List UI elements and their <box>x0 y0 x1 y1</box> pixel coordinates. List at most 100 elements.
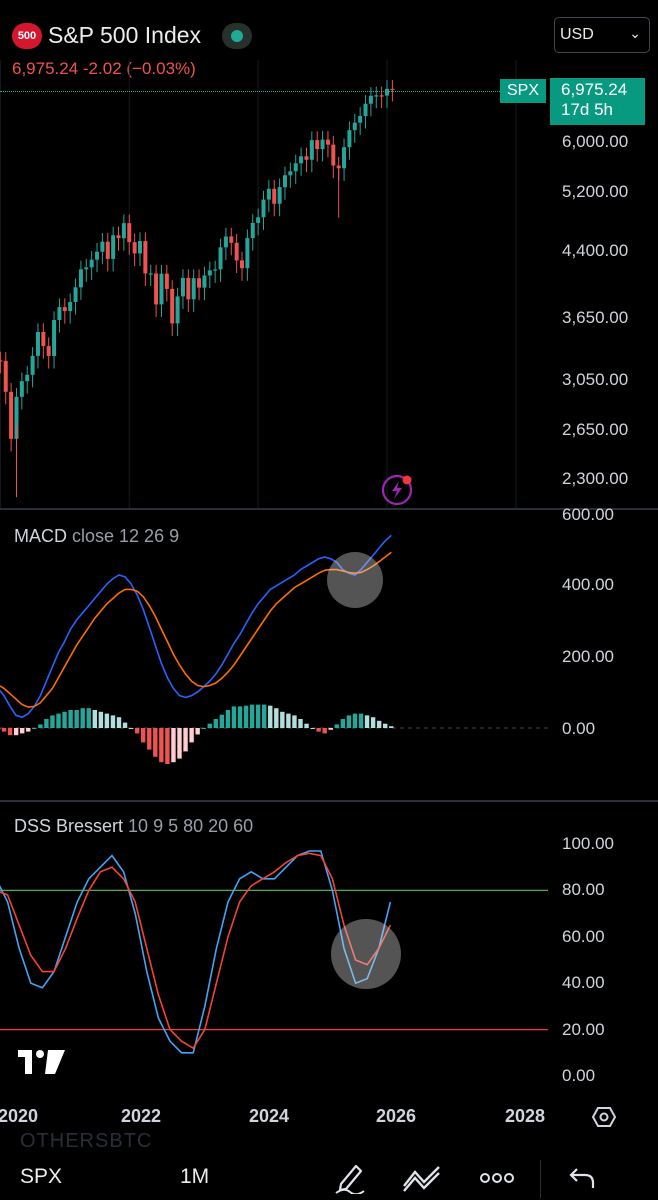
macd-histogram-bar <box>383 723 388 728</box>
candle-body <box>175 296 180 324</box>
macd-histogram-bar <box>225 710 231 728</box>
candle-body <box>293 163 298 172</box>
dss-chart[interactable] <box>0 802 550 1100</box>
macd-histogram-bar <box>231 706 237 728</box>
candle-body <box>159 273 164 305</box>
time-axis-tick: 2020 <box>0 1106 39 1126</box>
macd-histogram-bar <box>364 715 370 728</box>
macd-histogram-bar <box>128 728 134 729</box>
undo-icon[interactable] <box>568 1166 596 1190</box>
macd-histogram-bar <box>370 717 376 728</box>
macd-histogram-bar <box>304 723 309 728</box>
candle-body <box>121 223 126 239</box>
macd-line <box>0 534 392 719</box>
macd-histogram-bar <box>213 719 218 728</box>
candle-body <box>111 235 116 259</box>
candle-body <box>309 140 314 160</box>
candle-body <box>266 188 271 200</box>
macd-histogram-bar <box>50 715 55 728</box>
candle-body <box>186 277 191 300</box>
macd-histogram-bar <box>7 728 13 736</box>
dss-axis-tick: 40.00 <box>562 973 605 992</box>
candle-body <box>282 175 287 188</box>
macd-chart[interactable] <box>0 510 550 800</box>
candle-body <box>191 278 196 300</box>
candle-body <box>100 241 105 252</box>
interval-button[interactable]: 1M <box>180 1165 210 1188</box>
candle-body <box>240 260 245 269</box>
pane-separator[interactable] <box>0 508 658 510</box>
currency-select[interactable]: USD ⌄ <box>554 17 650 53</box>
drawing-tools-icon[interactable] <box>334 1160 366 1194</box>
macd-histogram-bar <box>159 728 164 763</box>
macd-histogram-bar <box>310 728 315 729</box>
macd-histogram-bar <box>255 704 261 728</box>
macd-histogram-bar <box>346 715 352 728</box>
price-chart[interactable] <box>0 60 550 510</box>
candle-body <box>3 360 8 392</box>
flash-alert-icon[interactable] <box>380 472 414 506</box>
macd-histogram-bar <box>249 704 255 728</box>
macd-histogram-bar <box>195 728 200 735</box>
symbol-title[interactable]: S&P 500 Index <box>48 22 202 48</box>
dss-axis-tick: 100.00 <box>562 834 614 853</box>
candle-body <box>288 171 293 176</box>
candle-body <box>78 269 83 288</box>
watermark-text: OTHERSBTC <box>20 1130 153 1152</box>
macd-signal-line <box>0 551 392 708</box>
macd-histogram-bar <box>74 710 79 728</box>
candle-body <box>41 331 46 347</box>
candle-body <box>132 242 137 254</box>
price-quote: 6,975.24 -2.02 (−0.03%) <box>12 59 196 78</box>
candle-body <box>250 222 255 239</box>
candle-body <box>0 360 3 362</box>
macd-histogram-bar <box>32 728 37 729</box>
macd-histogram-bar <box>56 713 61 728</box>
candle-body <box>25 374 30 382</box>
macd-histogram-bar <box>165 728 170 764</box>
candle-body <box>304 156 309 160</box>
candle-body <box>73 287 78 302</box>
macd-histogram-bar <box>207 723 212 728</box>
time-axis-tick: 2028 <box>505 1106 546 1126</box>
macd-axis-tick: 600.00 <box>562 505 614 524</box>
macd-histogram-bar <box>147 728 152 750</box>
macd-histogram-bar <box>243 705 249 728</box>
candle-body <box>105 241 110 259</box>
market-status-icon[interactable] <box>222 23 252 49</box>
macd-histogram-bar <box>189 728 194 743</box>
macd-histogram-bar <box>262 704 267 728</box>
macd-title: MACD <box>14 526 67 546</box>
candle-body <box>35 331 40 356</box>
macd-histogram-bar <box>44 719 49 728</box>
time-axis-tick: 2022 <box>121 1106 162 1126</box>
macd-histogram-bar <box>1 728 7 732</box>
dss-legend[interactable]: DSS Bressert 10 9 5 80 20 60 <box>14 816 253 837</box>
macd-histogram-bar <box>177 728 182 759</box>
candle-body <box>137 241 142 254</box>
macd-histogram-bar <box>134 728 140 734</box>
macd-histogram-bar <box>274 708 279 728</box>
pane-separator[interactable] <box>0 800 658 802</box>
macd-params: close 12 26 9 <box>72 526 180 546</box>
macd-axis-tick: 200.00 <box>562 647 614 666</box>
chart-settings-icon[interactable] <box>592 1105 616 1129</box>
price-axis-tick: 4,400.00 <box>562 241 629 260</box>
macd-legend[interactable]: MACD close 12 26 9 <box>14 526 179 547</box>
symbol-button[interactable]: SPX <box>20 1165 63 1188</box>
candle-body <box>14 396 19 439</box>
index-logo: 500 <box>12 23 42 49</box>
candle-body <box>154 273 159 305</box>
macd-histogram-bar <box>80 708 85 728</box>
candle-body <box>261 199 266 218</box>
dss-params: 10 9 5 80 20 60 <box>128 816 254 836</box>
candle-body <box>89 259 94 268</box>
candle-body <box>245 238 250 269</box>
macd-histogram-bar <box>280 711 285 728</box>
macd-histogram-bar <box>171 728 176 763</box>
candle-body <box>277 187 282 204</box>
candle-body <box>272 188 277 204</box>
more-options-icon[interactable] <box>480 1172 514 1184</box>
indicators-icon[interactable] <box>402 1164 442 1192</box>
macd-histogram-bar <box>292 715 297 728</box>
